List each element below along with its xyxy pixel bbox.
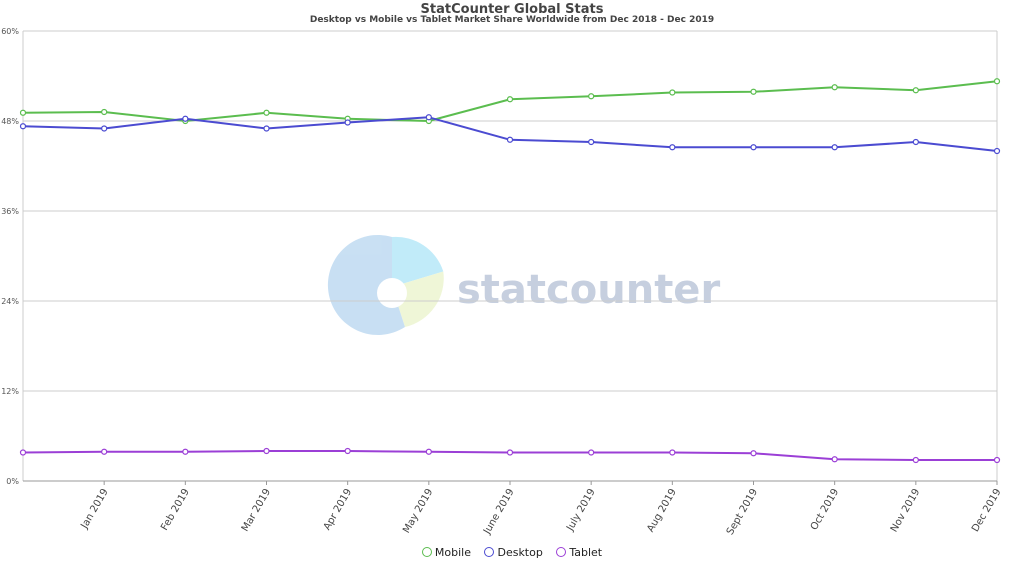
data-point-tablet[interactable] — [669, 449, 676, 456]
data-point-tablet[interactable] — [344, 447, 351, 455]
x-tick-label: Nov 2019 — [889, 487, 923, 534]
x-tick-label: May 2019 — [401, 487, 435, 535]
data-point-desktop[interactable] — [263, 125, 270, 132]
data-point-mobile[interactable] — [993, 78, 1001, 85]
desktop-swatch-icon — [484, 547, 495, 557]
chart-subtitle: Desktop vs Mobile vs Tablet Market Share… — [309, 15, 715, 25]
data-point-desktop[interactable] — [831, 144, 838, 151]
data-point-desktop[interactable] — [101, 125, 108, 132]
legend-item-desktop[interactable]: Desktop — [484, 546, 543, 559]
y-tick-label: 36% — [1, 207, 19, 216]
data-point-mobile[interactable] — [831, 84, 838, 91]
legend-label-desktop: Desktop — [497, 546, 543, 559]
data-point-tablet[interactable] — [750, 450, 757, 457]
legend-item-tablet[interactable]: Tablet — [556, 546, 602, 559]
data-point-mobile[interactable] — [506, 96, 514, 103]
series-line-desktop — [22, 116, 998, 152]
data-point-tablet[interactable] — [506, 449, 514, 456]
data-point-mobile[interactable] — [669, 89, 676, 96]
y-tick-label: 24% — [1, 297, 19, 306]
data-point-desktop[interactable] — [993, 147, 1001, 155]
data-point-desktop[interactable] — [182, 115, 189, 122]
tablet-swatch-icon — [556, 547, 567, 557]
data-point-desktop[interactable] — [425, 114, 432, 121]
data-point-mobile[interactable] — [101, 108, 108, 116]
x-tick-label: Apr 2019 — [322, 487, 354, 532]
data-point-tablet[interactable] — [101, 448, 108, 455]
statcounter-watermark: statcounter — [327, 234, 720, 335]
data-point-mobile[interactable] — [263, 109, 270, 116]
legend: Mobile Desktop Tablet — [0, 546, 1024, 559]
x-tick-label: July 2019 — [564, 487, 597, 534]
data-point-tablet[interactable] — [912, 456, 919, 464]
data-point-mobile[interactable] — [588, 93, 595, 100]
x-tick-label: Dec 2019 — [970, 487, 1004, 534]
x-tick-label: Sept 2019 — [725, 487, 760, 537]
data-point-tablet[interactable] — [263, 447, 270, 455]
data-point-desktop[interactable] — [669, 144, 676, 151]
data-point-desktop[interactable] — [19, 123, 27, 130]
legend-label-tablet: Tablet — [569, 546, 603, 559]
x-tick-label: Jan 2019 — [79, 487, 111, 532]
data-point-desktop[interactable] — [506, 136, 514, 143]
data-point-tablet[interactable] — [588, 449, 595, 456]
x-tick-label: Mar 2019 — [240, 487, 273, 534]
data-point-tablet[interactable] — [425, 448, 432, 455]
y-tick-label: 12% — [1, 387, 19, 396]
y-tick-label: 60% — [1, 27, 19, 36]
data-point-desktop[interactable] — [344, 119, 351, 126]
data-point-desktop[interactable] — [912, 138, 919, 146]
data-point-mobile[interactable] — [912, 87, 919, 94]
data-point-mobile[interactable] — [19, 109, 27, 116]
chart-title: StatCounter Global Stats — [420, 2, 604, 17]
x-tick-label: Feb 2019 — [159, 487, 192, 533]
data-point-tablet[interactable] — [831, 456, 838, 463]
data-point-desktop[interactable] — [750, 144, 757, 151]
data-point-desktop[interactable] — [588, 138, 595, 146]
data-point-mobile[interactable] — [750, 88, 757, 95]
data-point-tablet[interactable] — [993, 456, 1001, 464]
watermark-text: statcounter — [457, 267, 720, 313]
data-point-tablet[interactable] — [182, 448, 189, 455]
x-tick-label: June 2019 — [481, 487, 516, 537]
x-tick-label: Oct 2019 — [809, 487, 841, 532]
y-tick-label: 0% — [6, 477, 19, 486]
data-point-tablet[interactable] — [19, 449, 27, 456]
statcounter-logo-icon — [327, 234, 444, 335]
legend-item-mobile[interactable]: Mobile — [421, 546, 471, 559]
y-tick-label: 48% — [1, 117, 19, 126]
x-tick-label: Aug 2019 — [645, 487, 679, 534]
mobile-swatch-icon — [421, 547, 432, 557]
legend-label-mobile: Mobile — [434, 546, 471, 559]
